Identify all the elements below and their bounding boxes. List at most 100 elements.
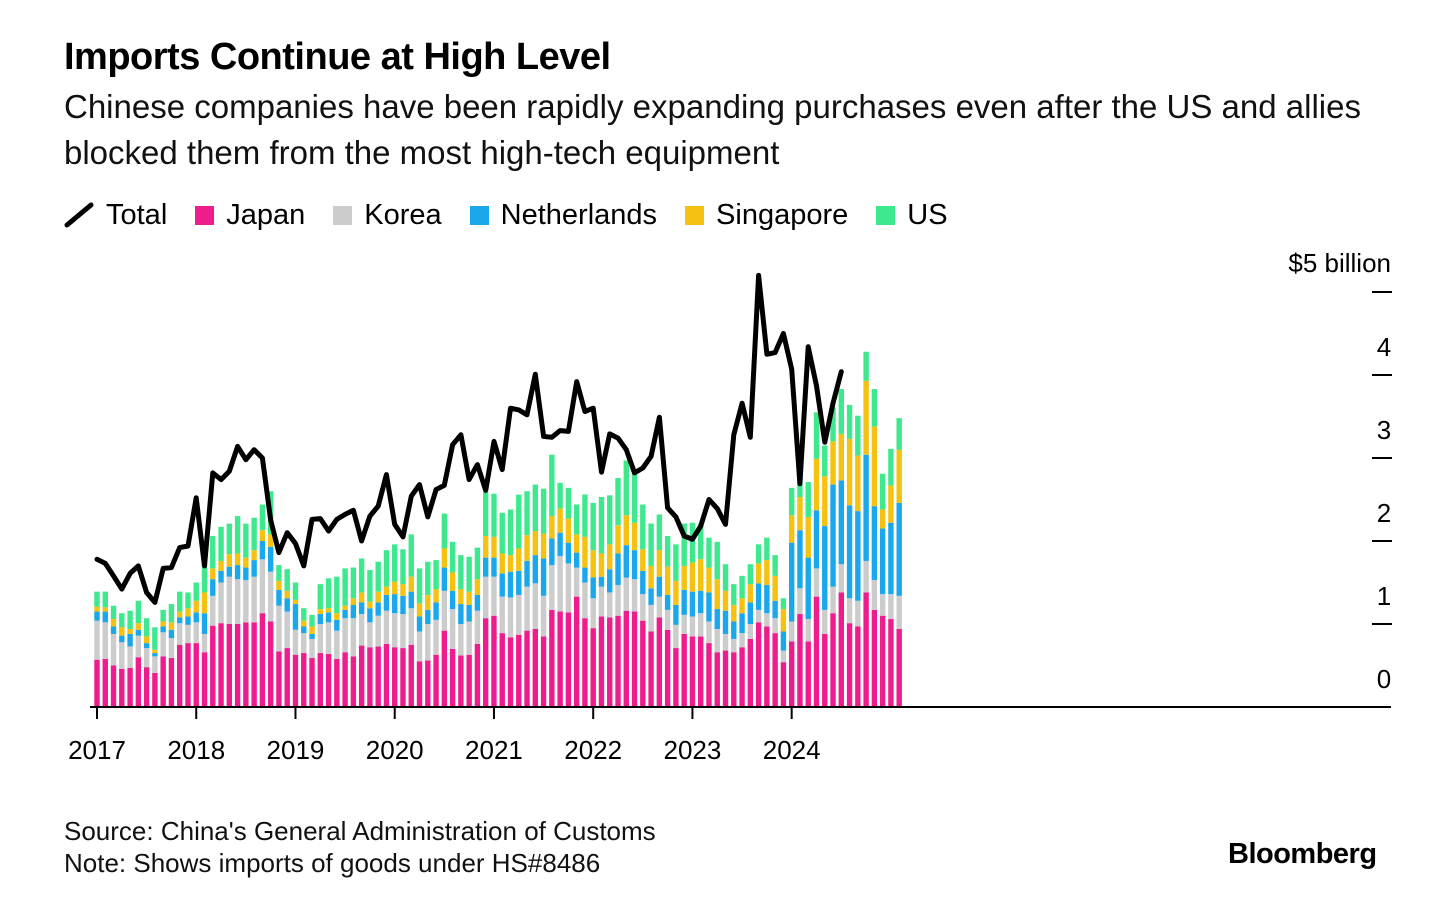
bar-japan-93	[863, 592, 869, 707]
bar-netherlands-71	[681, 589, 687, 615]
bar-singapore-27	[317, 609, 323, 615]
bar-singapore-63	[615, 525, 621, 554]
bar-us-31	[350, 567, 357, 599]
bar-japan-51	[516, 634, 522, 707]
bar-us-94	[871, 389, 878, 427]
bar-korea-23	[284, 611, 290, 649]
bar-us-7	[152, 627, 158, 650]
bar-netherlands-49	[499, 573, 505, 597]
bar-netherlands-4	[127, 633, 133, 647]
bar-japan-76	[722, 650, 729, 707]
total-line	[94, 272, 844, 605]
bar-singapore-32	[358, 592, 365, 603]
bar-us-57	[565, 487, 572, 519]
bar-netherlands-50	[507, 571, 514, 598]
bar-us-78	[739, 575, 745, 599]
bar-japan-14	[210, 625, 216, 707]
bar-netherlands-36	[392, 594, 398, 614]
bar-singapore-71	[681, 565, 687, 590]
bar-korea-9	[168, 638, 175, 659]
bar-japan-53	[532, 628, 539, 707]
bar-korea-36	[392, 613, 398, 648]
bar-japan-40	[425, 660, 431, 707]
bar-netherlands-14	[210, 579, 216, 596]
bar-singapore-26	[309, 626, 315, 634]
bar-singapore-40	[425, 594, 431, 610]
bar-netherlands-43	[449, 590, 456, 610]
bar-japan-64	[623, 610, 629, 707]
bar-singapore-2	[110, 619, 117, 627]
bar-singapore-21	[267, 534, 274, 547]
bar-singapore-48	[491, 536, 497, 558]
bar-japan-23	[284, 648, 290, 707]
bar-singapore-33	[367, 601, 373, 609]
bar-netherlands-40	[425, 609, 431, 624]
bar-singapore-10	[177, 611, 183, 618]
bar-netherlands-7	[152, 653, 158, 657]
bar-us-81	[764, 537, 770, 561]
bar-netherlands-85	[797, 530, 803, 589]
bar-japan-42	[441, 630, 448, 707]
bar-japan-86	[805, 641, 811, 707]
bar-korea-19	[251, 576, 257, 623]
bar-japan-70	[673, 648, 679, 707]
bar-japan-94	[871, 609, 878, 707]
bar-singapore-78	[739, 598, 745, 614]
bar-netherlands-9	[168, 629, 175, 639]
bar-us-93	[863, 351, 869, 381]
legend-swatch-us	[876, 205, 896, 225]
bar-korea-3	[119, 642, 125, 669]
x-tick-label-2019: 2019	[267, 735, 325, 765]
bar-us-67	[648, 523, 654, 566]
bar-korea-63	[615, 584, 621, 616]
bar-korea-42	[441, 590, 448, 631]
bar-netherlands-81	[764, 584, 770, 614]
bar-singapore-22	[276, 580, 282, 590]
bar-singapore-72	[689, 562, 696, 592]
bar-korea-13	[201, 633, 208, 653]
bar-japan-26	[309, 658, 315, 707]
bar-netherlands-74	[706, 592, 712, 622]
bar-us-19	[251, 517, 257, 551]
bar-japan-67	[648, 631, 654, 707]
bar-singapore-23	[284, 590, 290, 599]
bar-japan-12	[193, 643, 199, 707]
bloomberg-logo: Bloomberg	[1228, 838, 1377, 870]
bar-us-87	[813, 412, 820, 459]
bar-us-1	[102, 591, 108, 608]
bar-singapore-73	[698, 559, 704, 591]
bar-japan-71	[681, 633, 687, 707]
bar-korea-37	[400, 614, 406, 649]
legend-label-singapore: Singapore	[716, 198, 849, 231]
bar-us-66	[640, 504, 646, 550]
bar-japan-43	[449, 648, 456, 707]
bar-netherlands-42	[441, 567, 448, 591]
bar-us-12	[193, 582, 199, 601]
bar-singapore-64	[623, 515, 629, 546]
bar-netherlands-51	[516, 570, 522, 595]
bar-netherlands-75	[714, 609, 720, 629]
bar-japan-37	[400, 648, 406, 707]
bar-us-33	[367, 570, 373, 602]
bar-us-55	[549, 454, 555, 517]
legend-item-us: US	[876, 198, 948, 232]
bar-korea-39	[416, 631, 423, 662]
legend-swatch-netherlands	[469, 205, 489, 225]
bar-japan-48	[491, 615, 497, 707]
bar-us-14	[210, 536, 216, 569]
bar-us-73	[698, 524, 704, 560]
bar-netherlands-64	[623, 545, 629, 578]
bar-us-75	[714, 541, 720, 580]
bar-netherlands-96	[888, 522, 894, 595]
bar-japan-54	[540, 636, 547, 707]
bar-japan-22	[276, 651, 282, 707]
legend: Total Japan Korea Netherlands Singapore …	[64, 195, 976, 235]
legend-label-us: US	[907, 198, 948, 231]
bar-singapore-19	[251, 550, 257, 561]
bar-us-47	[482, 492, 489, 537]
bar-us-23	[284, 569, 290, 591]
bar-korea-4	[127, 646, 133, 668]
bar-japan-18	[243, 622, 249, 707]
bar-japan-28	[325, 653, 332, 707]
bar-japan-13	[201, 652, 208, 707]
